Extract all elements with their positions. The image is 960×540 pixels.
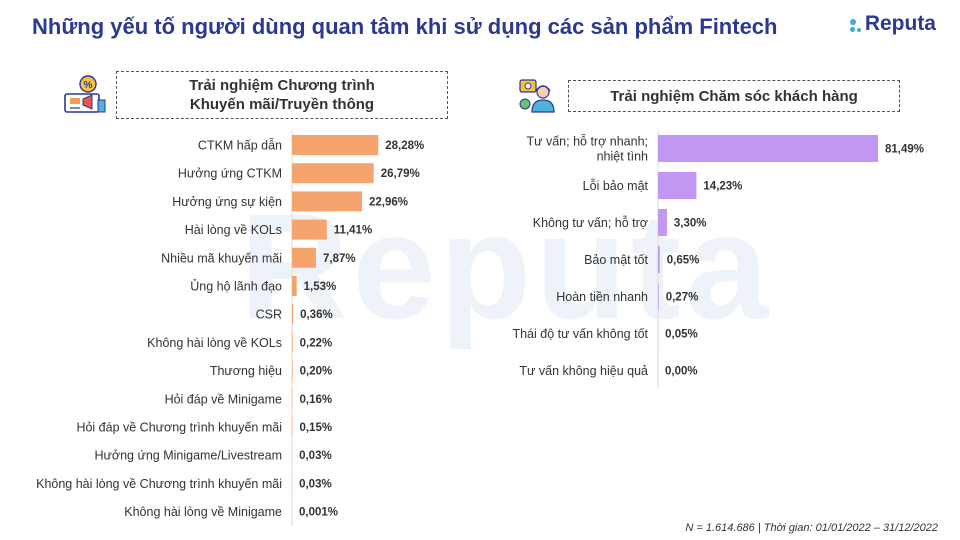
left-chart-category-label: Hỏi đáp về Chương trình khuyến mãi <box>76 421 282 435</box>
right-chart-category-label: Tư vấn; hỗ trợ nhanh; nhiệt tình <box>527 134 649 164</box>
right-chart-bar <box>658 283 659 310</box>
left-chart-value-label: 0,36% <box>300 309 333 321</box>
right-chart-bar <box>658 246 660 273</box>
left-panel-title-line1: Trải nghiệm Chương trình <box>189 77 375 94</box>
left-chart-category-label: Không hài lòng về KOLs <box>147 336 282 350</box>
right-panel-header: Trải nghiệm Chăm sóc khách hàng <box>518 78 900 114</box>
left-chart-category-label: Ủng hộ lãnh đạo <box>190 279 282 294</box>
right-chart-category-label: Không tư vấn; hỗ trợ <box>533 215 648 230</box>
right-chart-bar <box>658 209 667 236</box>
left-chart-value-label: 0,15% <box>299 422 332 434</box>
right-chart-category-label: Hoàn tiền nhanh <box>556 290 648 304</box>
left-chart-value-label: 22,96% <box>369 196 408 208</box>
left-chart-bar <box>292 247 317 268</box>
right-chart-value-label: 81,49% <box>885 144 924 156</box>
page-title: Những yếu tố người dùng quan tâm khi sử … <box>32 14 778 39</box>
promotion-megaphone-icon: % <box>64 75 106 113</box>
left-panel-title-line2: Khuyến mãi/Truyền thông <box>189 96 375 113</box>
svg-text:%: % <box>84 80 93 91</box>
right-panel-title: Trải nghiệm Chăm sóc khách hàng <box>568 80 900 112</box>
right-chart-category-label: Bảo mật tốt <box>584 253 648 267</box>
reputa-logo: Reputa <box>849 12 936 36</box>
left-chart-category-label: Hưởng ứng CTKM <box>178 167 282 181</box>
left-chart-bar <box>292 219 327 240</box>
left-chart-value-label: 28,28% <box>385 140 424 152</box>
right-chart-value-label: 3,30% <box>674 218 707 230</box>
right-chart-value-label: 0,27% <box>666 292 699 304</box>
left-chart-value-label: 0,20% <box>300 366 333 378</box>
left-chart-category-label: Nhiều mã khuyến mãi <box>161 251 282 265</box>
footnote: N = 1.614.686 | Thời gian: 01/01/2022 – … <box>685 522 938 534</box>
left-panel-header: % Trải nghiệm Chương trình Khuyến mãi/Tr… <box>62 71 448 119</box>
left-chart-category-label: CSR <box>256 308 282 322</box>
left-chart-value-label: 1,53% <box>304 281 337 293</box>
left-chart-value-label: 11,41% <box>334 225 372 237</box>
left-chart-category-label: Không hài lòng về Chương trình khuyến mã… <box>36 477 282 491</box>
left-chart-value-label: 0,001% <box>299 507 338 519</box>
left-chart-category-label: Thương hiệu <box>210 364 282 378</box>
logo-dots-icon <box>849 13 863 35</box>
right-chart-value-label: 0,00% <box>665 366 698 378</box>
left-chart-bar <box>292 191 363 212</box>
left-chart-value-label: 0,22% <box>300 337 333 349</box>
left-chart-category-label: Hưởng ứng Minigame/Livestream <box>94 449 282 463</box>
left-chart-bar <box>292 276 297 296</box>
right-chart-value-label: 14,23% <box>703 181 742 193</box>
right-chart-value-label: 0,05% <box>665 329 698 341</box>
right-chart-category-label: Thái độ tư vấn không tốt <box>512 327 648 341</box>
right-chart-category-label: Lỗi bảo mật <box>583 178 649 193</box>
right-chart-value-label: 0,65% <box>667 255 700 267</box>
customer-support-agent-icon <box>519 79 555 113</box>
left-chart-bar <box>292 163 374 184</box>
left-chart-value-label: 0,03% <box>299 478 332 490</box>
right-chart-bar <box>658 172 697 199</box>
left-chart-bar <box>292 360 293 381</box>
right-bar-chart: Tư vấn; hỗ trợ nhanh; nhiệt tình 81,49% Lỗi… <box>512 131 924 388</box>
left-chart-category-label: Không hài lòng về Minigame <box>124 505 282 519</box>
left-chart-category-label: Hỏi đáp về Minigame <box>165 392 282 406</box>
logo-text: Reputa <box>864 12 936 35</box>
right-chart-bar <box>658 135 879 162</box>
left-chart-bar <box>292 135 379 155</box>
left-chart-value-label: 0,03% <box>299 450 332 462</box>
left-panel-title: Trải nghiệm Chương trình Khuyến mãi/Truy… <box>116 71 448 119</box>
left-chart-bar <box>292 304 294 325</box>
left-chart-category-label: CTKM hấp dẫn <box>198 138 282 153</box>
right-chart-category-label: Tư vấn không hiệu quả <box>519 364 648 378</box>
left-chart-value-label: 0,16% <box>299 394 332 406</box>
left-chart-value-label: 7,87% <box>323 253 356 265</box>
left-chart-value-label: 26,79% <box>381 168 420 180</box>
left-chart-category-label: Hưởng ứng sự kiện <box>172 195 282 209</box>
left-bar-chart: CTKM hấp dẫn 28,28% Hưởng ứng CTKM 26,79% Hư… <box>36 131 424 526</box>
left-chart-category-label: Hài lòng về KOLs <box>185 223 282 237</box>
left-chart-bar <box>292 332 293 353</box>
